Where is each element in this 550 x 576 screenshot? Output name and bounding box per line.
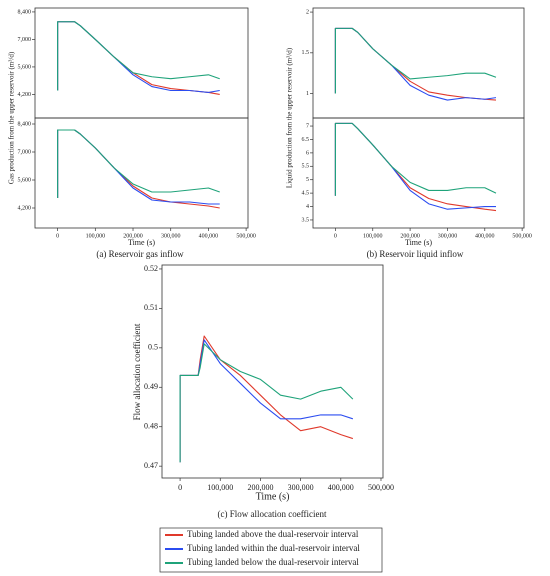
y-tick-label: 7 xyxy=(306,123,309,129)
y-tick-label: 5,600 xyxy=(18,64,32,70)
x-tick-label: 400,000 xyxy=(199,233,219,239)
legend-label: Tubing landed below the dual-reservoir i… xyxy=(187,557,359,567)
x-tick-label: 500,000 xyxy=(236,233,256,239)
y-axis-title: Flow allocation coefficient xyxy=(132,323,142,420)
y-tick-label: 4.5 xyxy=(302,190,310,196)
plot-frame xyxy=(161,264,384,479)
y-tick-label: 3.5 xyxy=(302,217,310,223)
series-line xyxy=(179,335,354,463)
y-tick-label: 6 xyxy=(306,150,309,156)
series-line xyxy=(334,122,496,210)
y-tick-label: 0.48 xyxy=(144,422,158,431)
x-tick-label: 200,000 xyxy=(400,233,420,239)
caption: (c) Flow allocation coefficient xyxy=(217,509,327,519)
plot-frame xyxy=(34,117,249,229)
x-tick-label: 0 xyxy=(334,233,337,239)
series-line xyxy=(57,129,220,198)
x-tick-label: 500,000 xyxy=(512,233,532,239)
y-tick-label: 0.51 xyxy=(144,303,158,312)
y-axis-title: Liquid production from the upper reservo… xyxy=(286,47,294,188)
y-tick-label: 2 xyxy=(306,9,309,15)
caption: (b) Reservoir liquid inflow xyxy=(367,249,464,259)
legend-label: Tubing landed within the dual-reservoir … xyxy=(187,543,360,553)
series-line xyxy=(57,129,220,205)
y-tick-label: 6.5 xyxy=(302,137,310,143)
x-axis-title: Time (s) xyxy=(128,238,155,247)
y-tick-label: 5.5 xyxy=(302,164,310,170)
plot-frame xyxy=(34,7,249,119)
x-tick-label: 300,000 xyxy=(288,483,314,492)
y-tick-label: 1.5 xyxy=(302,50,310,56)
x-tick-label: 500,000 xyxy=(368,483,394,492)
x-tick-label: 300,000 xyxy=(438,233,458,239)
series-line xyxy=(334,27,497,101)
x-tick-label: 400,000 xyxy=(475,233,495,239)
x-tick-label: 200,000 xyxy=(247,483,273,492)
series-line xyxy=(334,122,497,212)
x-tick-label: 400,000 xyxy=(328,483,354,492)
y-tick-label: 4 xyxy=(306,204,309,210)
x-tick-label: 200,000 xyxy=(123,233,143,239)
series-line xyxy=(57,21,220,94)
series-line xyxy=(334,122,497,196)
series-line xyxy=(179,343,354,463)
y-tick-label: 1 xyxy=(306,91,309,97)
legend-label: Tubing landed above the dual-reservoir i… xyxy=(187,529,359,539)
x-tick-label: 0 xyxy=(178,483,182,492)
x-axis-title: Time (s) xyxy=(405,238,432,247)
y-tick-label: 7,000 xyxy=(18,149,32,155)
series-line xyxy=(57,21,220,91)
y-axis-title: Gas production from the upper reservoir … xyxy=(8,51,16,184)
y-tick-label: 0.52 xyxy=(144,264,158,273)
x-tick-label: 300,000 xyxy=(161,233,181,239)
plot-frame xyxy=(312,117,525,229)
x-axis-title: Time (s) xyxy=(256,491,290,502)
y-tick-label: 0.49 xyxy=(144,382,158,391)
x-tick-label: 100,000 xyxy=(86,233,106,239)
y-tick-label: 0.47 xyxy=(144,461,158,470)
legend-box xyxy=(159,527,383,573)
plot-frame xyxy=(312,7,525,119)
y-tick-label: 4,200 xyxy=(18,205,32,211)
caption: (a) Reservoir gas inflow xyxy=(96,249,184,259)
y-tick-label: 7,000 xyxy=(18,37,32,43)
x-tick-label: 0 xyxy=(56,233,59,239)
series-line xyxy=(57,21,220,95)
series-line xyxy=(334,27,497,101)
y-tick-label: 0.5 xyxy=(148,343,158,352)
y-tick-label: 5,600 xyxy=(18,177,32,183)
y-tick-label: 4,200 xyxy=(18,92,32,98)
y-tick-label: 5 xyxy=(306,177,309,183)
y-tick-label: 8,400 xyxy=(18,9,32,15)
x-tick-label: 100,000 xyxy=(363,233,383,239)
y-tick-label: 8,400 xyxy=(18,121,32,127)
series-line xyxy=(57,129,220,209)
series-line xyxy=(334,27,497,94)
x-tick-label: 100,000 xyxy=(207,483,233,492)
